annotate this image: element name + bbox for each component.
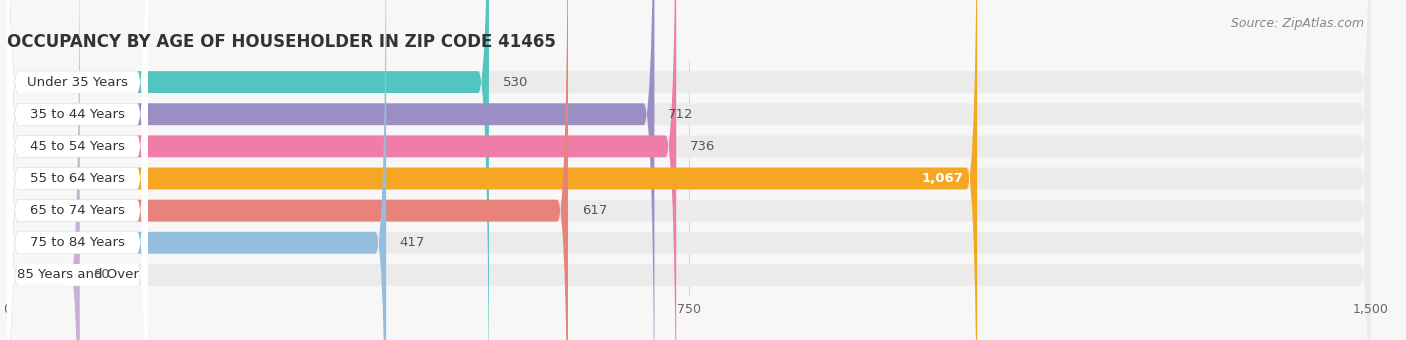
FancyBboxPatch shape: [7, 0, 1371, 340]
Text: OCCUPANCY BY AGE OF HOUSEHOLDER IN ZIP CODE 41465: OCCUPANCY BY AGE OF HOUSEHOLDER IN ZIP C…: [7, 33, 555, 51]
FancyBboxPatch shape: [7, 0, 676, 340]
FancyBboxPatch shape: [7, 0, 387, 340]
FancyBboxPatch shape: [7, 0, 1371, 340]
Text: 530: 530: [502, 75, 527, 89]
FancyBboxPatch shape: [7, 0, 148, 340]
FancyBboxPatch shape: [7, 0, 1371, 340]
Text: 1,067: 1,067: [922, 172, 963, 185]
FancyBboxPatch shape: [7, 0, 1371, 340]
FancyBboxPatch shape: [7, 0, 148, 340]
Text: Source: ZipAtlas.com: Source: ZipAtlas.com: [1230, 17, 1364, 30]
Text: Under 35 Years: Under 35 Years: [27, 75, 128, 89]
Text: 55 to 64 Years: 55 to 64 Years: [30, 172, 125, 185]
Text: 617: 617: [582, 204, 607, 217]
Text: 45 to 54 Years: 45 to 54 Years: [30, 140, 125, 153]
FancyBboxPatch shape: [7, 0, 80, 340]
FancyBboxPatch shape: [7, 0, 1371, 340]
Text: 80: 80: [93, 268, 110, 282]
FancyBboxPatch shape: [7, 0, 148, 340]
FancyBboxPatch shape: [7, 0, 489, 340]
Text: 65 to 74 Years: 65 to 74 Years: [30, 204, 125, 217]
Text: 85 Years and Over: 85 Years and Over: [17, 268, 138, 282]
FancyBboxPatch shape: [7, 0, 1371, 340]
Text: 417: 417: [399, 236, 425, 249]
Text: 75 to 84 Years: 75 to 84 Years: [30, 236, 125, 249]
Text: 736: 736: [690, 140, 716, 153]
Text: 35 to 44 Years: 35 to 44 Years: [30, 108, 125, 121]
FancyBboxPatch shape: [7, 0, 1371, 340]
FancyBboxPatch shape: [7, 0, 148, 340]
Text: 712: 712: [668, 108, 693, 121]
FancyBboxPatch shape: [7, 0, 654, 340]
FancyBboxPatch shape: [7, 0, 148, 340]
FancyBboxPatch shape: [7, 0, 148, 340]
FancyBboxPatch shape: [7, 0, 148, 340]
FancyBboxPatch shape: [7, 0, 977, 340]
FancyBboxPatch shape: [7, 0, 568, 340]
